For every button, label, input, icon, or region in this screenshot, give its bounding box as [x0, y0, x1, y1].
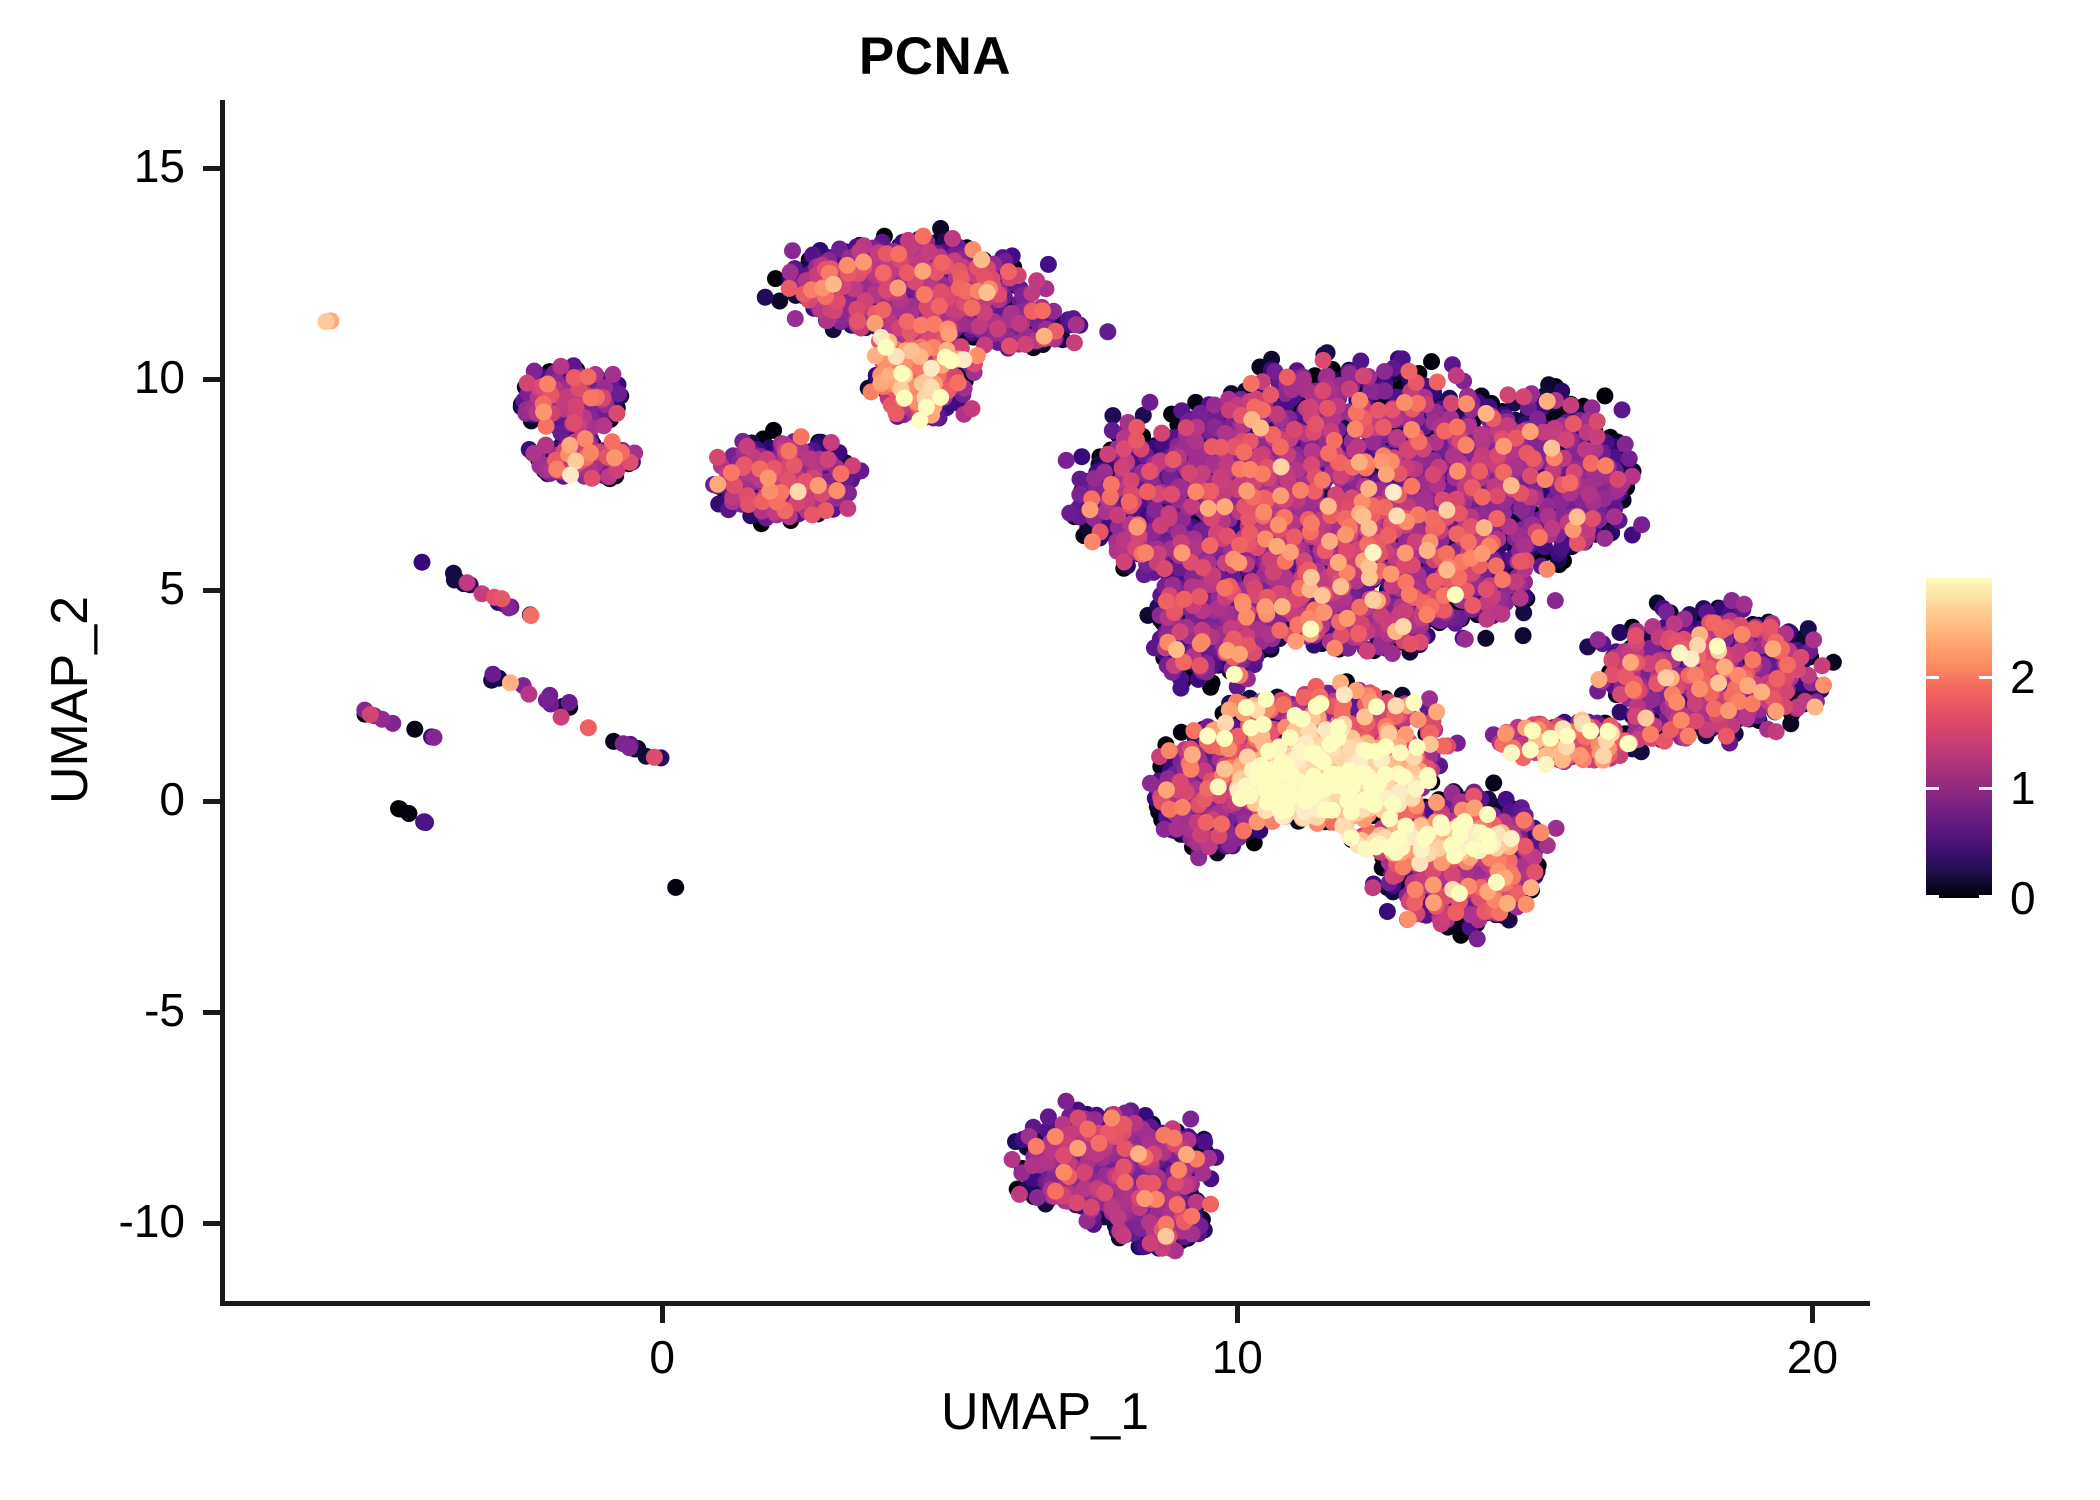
legend-tick-mark	[1926, 786, 1939, 790]
y-axis-title: UMAP_2	[41, 595, 99, 805]
y-tick-label: 5	[159, 561, 185, 614]
y-tick-mark	[203, 165, 220, 171]
y-tick-label: 10	[133, 350, 185, 403]
x-tick-label: 20	[1786, 1331, 1839, 1383]
x-axis-line	[220, 1301, 1870, 1306]
legend-tick-mark	[1926, 676, 1939, 680]
y-tick-label: 0	[159, 772, 185, 825]
y-axis-line	[220, 100, 225, 1306]
legend-tick-mark	[1926, 895, 1939, 898]
x-tick-mark	[1810, 1306, 1816, 1323]
x-tick-label: 10	[1211, 1331, 1263, 1383]
y-tick-mark	[203, 798, 220, 804]
y-tick-label: -10	[118, 1194, 185, 1247]
x-tick-label: 0	[649, 1331, 675, 1383]
y-tick-mark	[203, 1009, 220, 1015]
legend-tick-label: 2	[2010, 651, 2036, 704]
legend-tick-mark	[1979, 786, 1992, 790]
y-tick-mark	[203, 587, 220, 593]
legend-colorbar	[1926, 578, 1992, 898]
y-tick-mark	[203, 1220, 220, 1226]
legend-tick-mark	[1979, 895, 1992, 898]
scatter-panel	[225, 100, 1870, 1303]
x-axis-title: UMAP_1	[940, 1383, 1150, 1441]
scatter-points-layer	[317, 220, 1842, 1260]
legend-tick-label: 1	[2010, 761, 2036, 814]
x-tick-mark	[1235, 1306, 1241, 1323]
x-tick-mark	[660, 1306, 666, 1323]
legend-tick-mark	[1979, 676, 1992, 680]
y-tick-mark	[203, 376, 220, 382]
legend-tick-label: 0	[2010, 872, 2036, 924]
page-title: PCNA	[858, 27, 1012, 86]
y-tick-label: -5	[144, 983, 185, 1036]
color-legend	[1926, 578, 1992, 898]
y-tick-label: 15	[133, 139, 185, 192]
